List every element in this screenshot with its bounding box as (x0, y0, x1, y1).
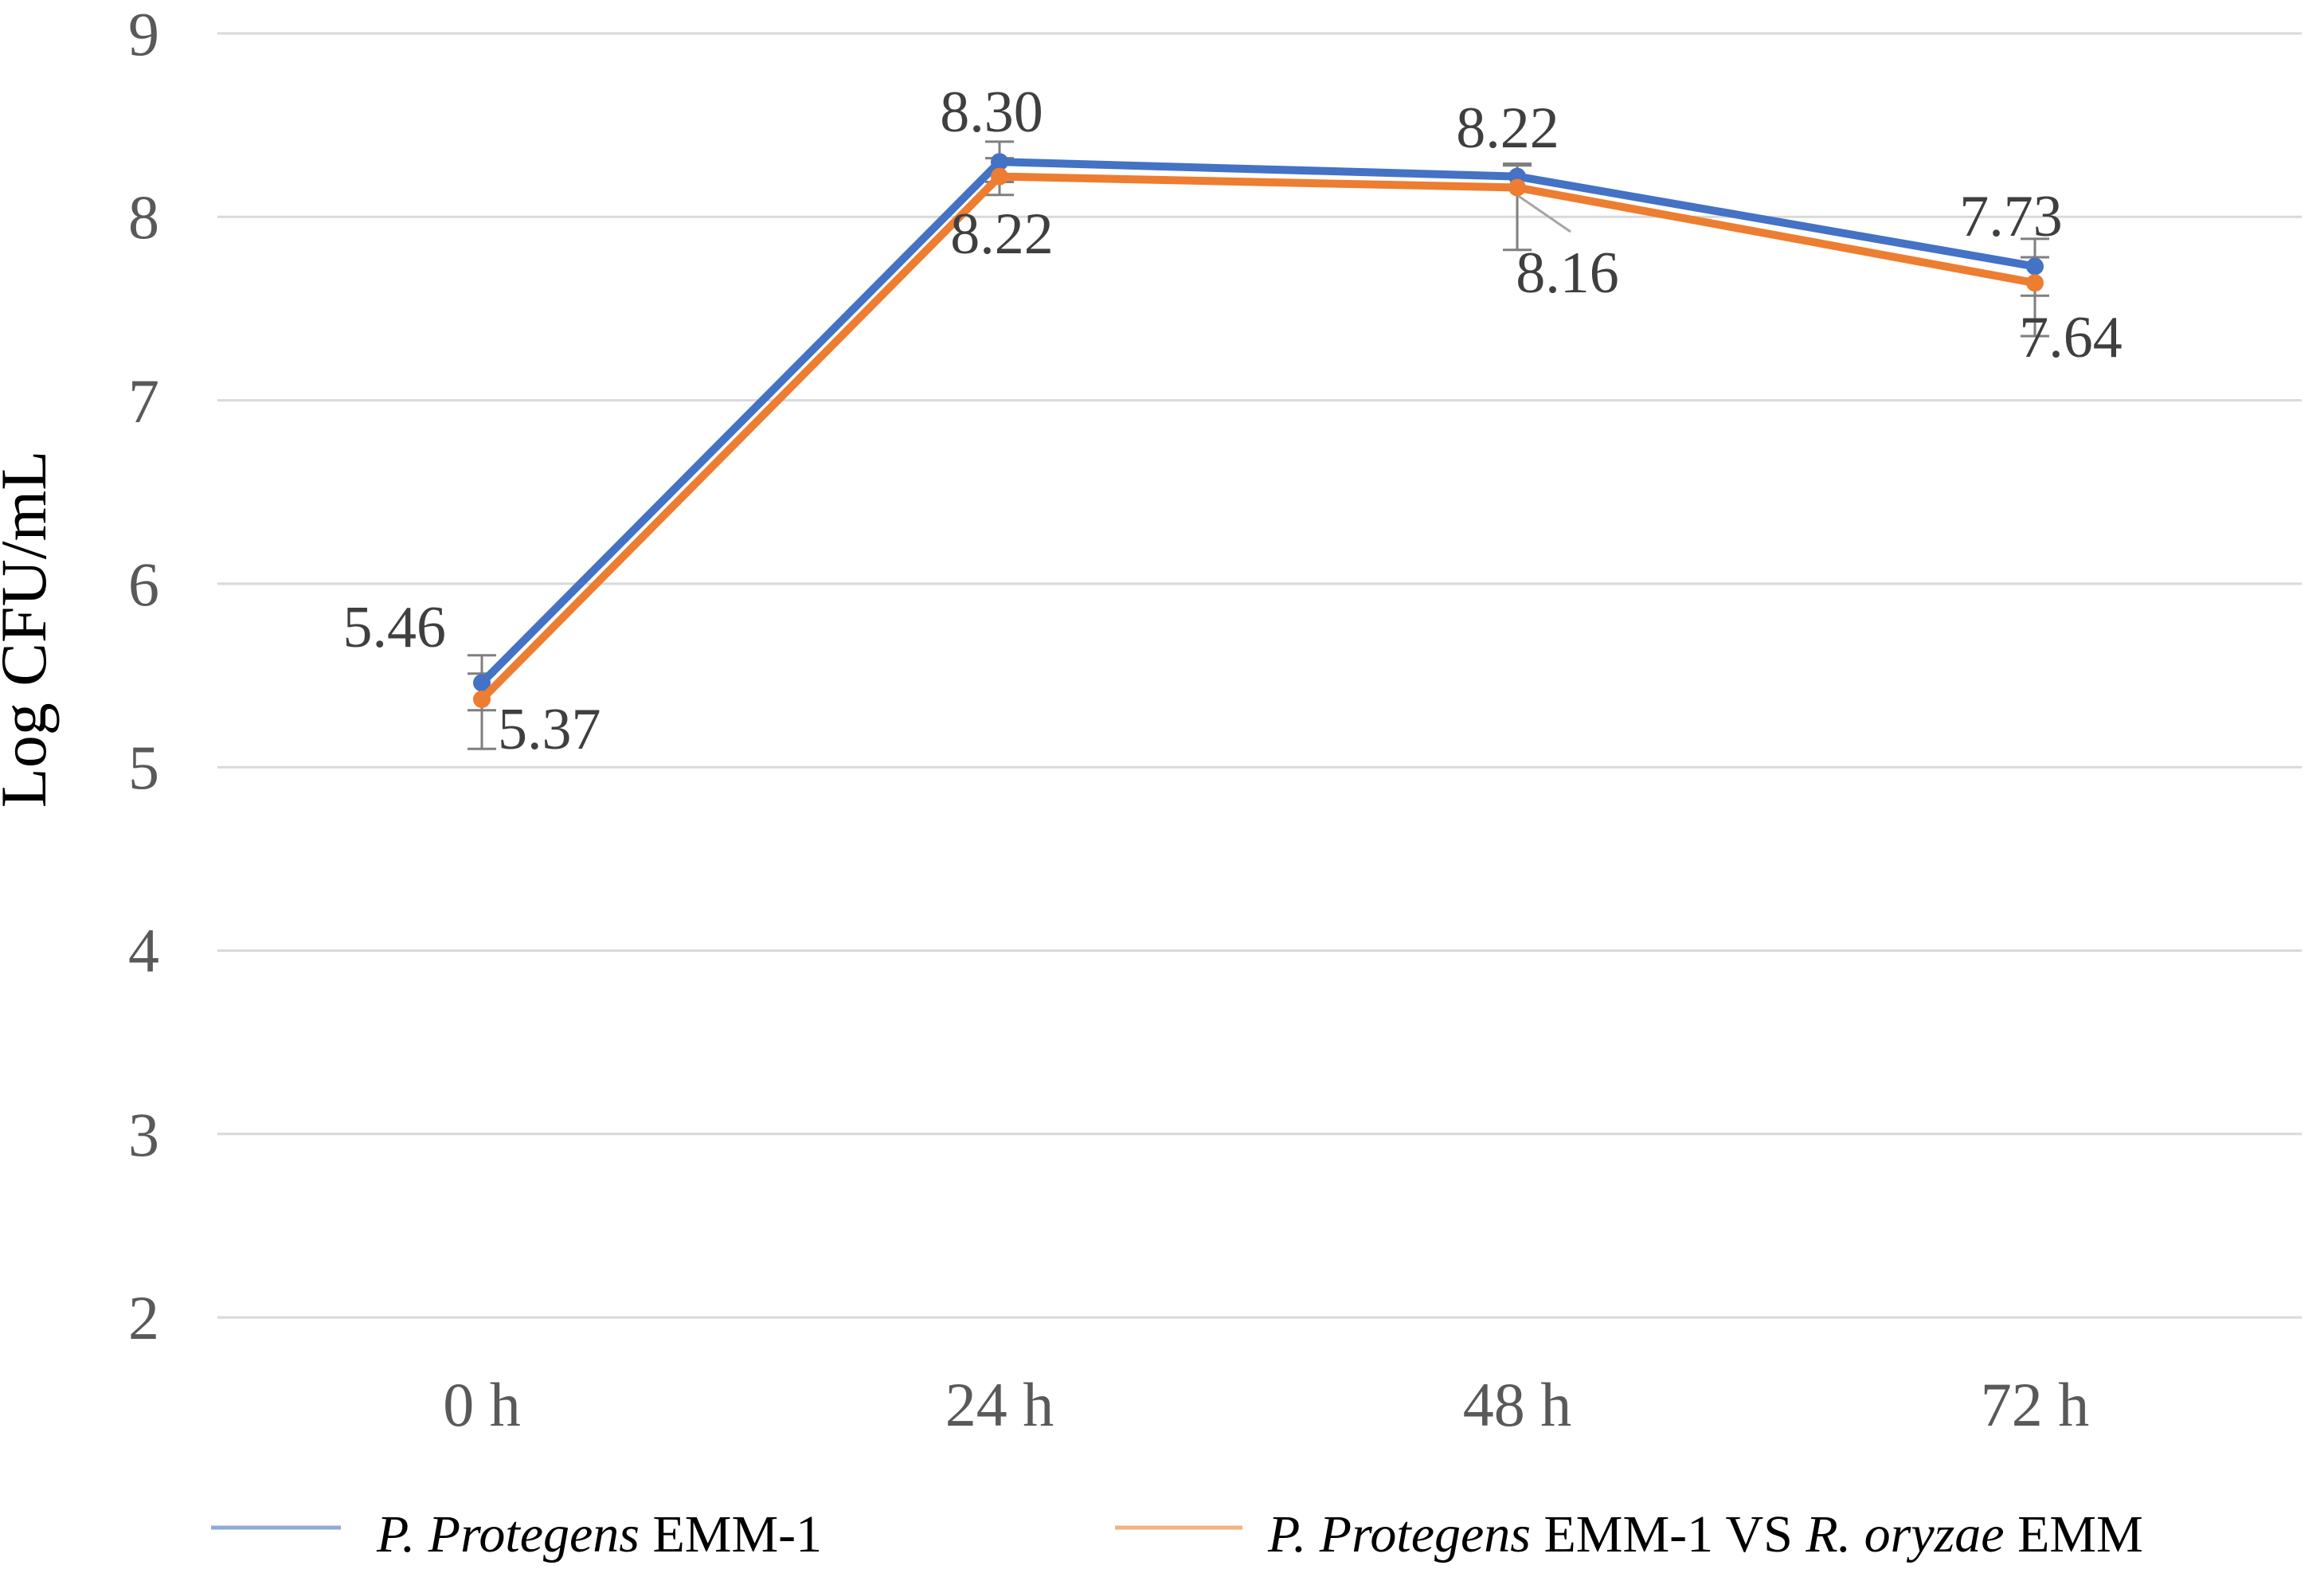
x-tick-label: 72 h (1981, 1370, 2090, 1439)
data-label: 5.46 (343, 595, 447, 660)
data-label: 7.64 (2019, 305, 2123, 370)
y-tick-label: 3 (128, 1100, 159, 1169)
x-tick-label: 48 h (1463, 1370, 1572, 1439)
series-line-emm1 (478, 158, 2039, 687)
data-point-marker (2026, 257, 2044, 276)
data-label: 8.16 (1516, 241, 1619, 306)
data-label: 5.37 (498, 697, 601, 762)
y-tick-label: 7 (128, 366, 159, 436)
data-point-marker (1508, 178, 1526, 197)
y-tick-label: 6 (128, 550, 159, 619)
legend-label-series-1: P. Protegens EMM-1 (376, 1505, 822, 1563)
data-label: 7.73 (1959, 184, 2063, 249)
y-axis-title: Log CFU/mL (0, 451, 60, 808)
data-label: 8.22 (1456, 96, 1559, 161)
chart-legend: P. Protegens EMM-1 P. Protegens EMM-1 VS… (211, 1505, 2143, 1563)
y-tick-label: 2 (128, 1283, 159, 1352)
x-tick-label: 0 h (443, 1370, 521, 1439)
y-tick-label: 9 (128, 0, 159, 68)
gridlines-layer (217, 32, 2302, 1319)
data-point-marker (991, 167, 1008, 186)
y-tick-label: 5 (128, 733, 159, 802)
legend-label-series-2: P. Protegens EMM-1 VS R. oryzae EMM (1267, 1505, 2143, 1563)
y-tick-label: 4 (128, 916, 159, 985)
error-bars-layer (468, 140, 2049, 750)
data-label: 8.30 (940, 80, 1043, 145)
data-point-marker (2026, 274, 2044, 292)
data-point-marker (473, 691, 491, 708)
x-axis-tick-labels: 0 h 24 h 48 h 72 h (443, 1370, 2089, 1439)
data-point-marker (991, 153, 1008, 171)
series-lines-layer (473, 153, 2044, 708)
series-line-emm1-vs-oryzae (478, 172, 2039, 703)
x-tick-label: 24 h (945, 1370, 1054, 1439)
data-point-marker (473, 674, 491, 692)
y-tick-label: 8 (128, 182, 159, 252)
data-label-leader-line (1516, 194, 1571, 233)
y-axis-tick-labels: 9 8 7 6 5 4 3 2 (128, 0, 159, 1352)
data-labels-layer: 5.46 8.30 8.22 7.73 5.37 8.22 8.16 7.64 (343, 80, 2123, 762)
data-label: 8.22 (950, 202, 1054, 267)
